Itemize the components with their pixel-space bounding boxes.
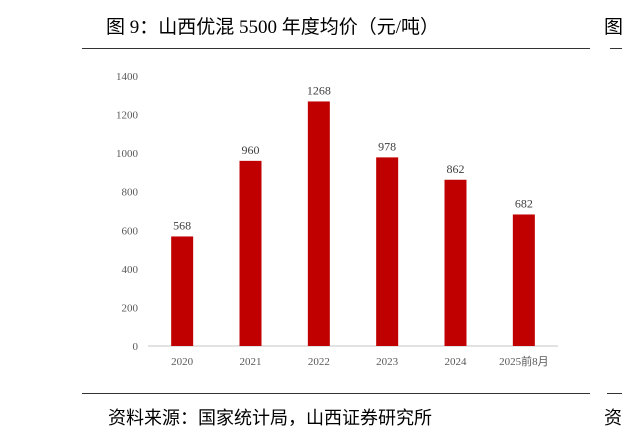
source-divider <box>82 393 590 394</box>
bar <box>307 101 330 346</box>
y-tick-label: 1000 <box>116 148 139 160</box>
data-label: 1268 <box>307 83 331 97</box>
y-tick-label: 200 <box>122 302 139 314</box>
title-divider <box>82 48 590 49</box>
y-tick-label: 400 <box>122 264 139 276</box>
x-tick-label: 2022 <box>308 356 330 368</box>
adjacent-source-fragment: 资 <box>604 408 622 429</box>
data-label: 568 <box>173 218 191 232</box>
bar <box>376 157 399 346</box>
y-tick-label: 1400 <box>116 71 139 83</box>
data-label: 978 <box>378 139 396 153</box>
data-label: 682 <box>515 196 533 210</box>
y-tick-label: 1200 <box>116 110 139 122</box>
y-tick-label: 0 <box>133 341 139 353</box>
x-tick-label: 2024 <box>445 356 468 368</box>
y-tick-label: 600 <box>122 225 139 237</box>
adjacent-divider-top <box>610 48 622 49</box>
adjacent-divider-bottom <box>607 393 622 394</box>
bar <box>171 236 194 346</box>
bar <box>239 160 262 346</box>
adjacent-chart-title-fragment: 图 <box>604 17 622 38</box>
bar <box>512 214 535 346</box>
bar <box>444 179 467 346</box>
chart-title: 图 9：山西优混 5500 年度均价（元/吨） <box>106 17 440 38</box>
x-tick-label: 2021 <box>240 356 262 368</box>
x-tick-label: 2025前8月 <box>499 354 549 368</box>
source-note: 资料来源：国家统计局，山西证券研究所 <box>108 408 432 429</box>
y-tick-label: 800 <box>122 187 139 199</box>
x-tick-label: 2023 <box>376 356 399 368</box>
data-label: 960 <box>242 143 260 157</box>
data-label: 862 <box>447 162 465 176</box>
x-tick-label: 2020 <box>171 356 194 368</box>
